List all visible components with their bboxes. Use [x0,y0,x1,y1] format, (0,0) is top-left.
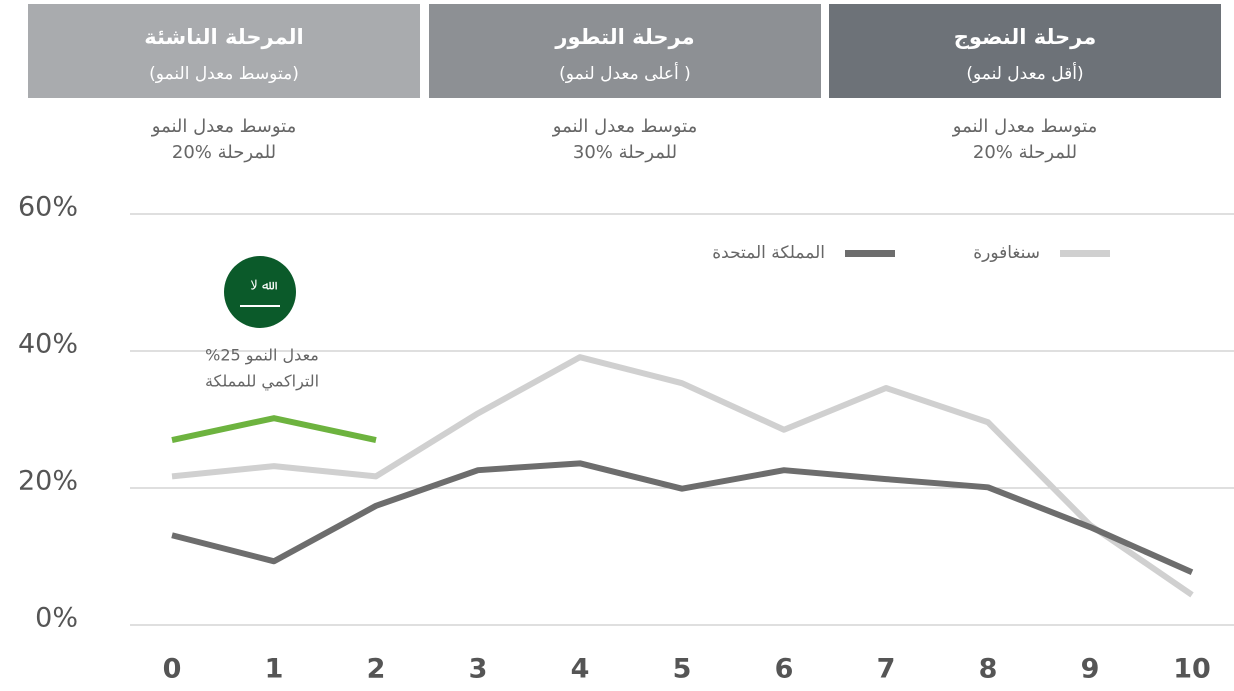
x-tick-label: 10 [1173,654,1211,685]
stage-note: للمرحلة %30 [573,142,677,163]
stage-title: مرحلة النضوج [954,25,1096,50]
legend-label: المملكة المتحدة [712,243,825,263]
x-tick-label: 2 [367,654,386,685]
stage-note: متوسط معدل النمو [151,116,296,137]
x-tick-label: 3 [469,654,488,685]
x-tick-label: 9 [1081,654,1100,685]
x-tick-label: 5 [673,654,692,685]
stage-subtitle: (أقل معدل لنمو) [966,62,1083,84]
y-tick-label: 40% [18,329,78,360]
legend-label: سنغافورة [973,243,1040,263]
legend-swatch [1060,250,1110,257]
y-tick-label: 20% [18,466,78,497]
stage-subtitle: (متوسط معدل النمو) [149,64,299,84]
stage-note: للمرحلة %20 [973,142,1077,163]
annotation: %25 معدل النمو [205,346,319,366]
stage-box [28,4,420,98]
series-line [171,415,377,443]
annotation: التراكمي للمملكة [205,372,319,392]
stage-box [429,4,821,98]
stage-subtitle: ( أعلى معدل لنمو) [559,62,691,84]
x-tick-label: 4 [571,654,590,685]
x-tick-label: 8 [979,654,998,685]
legend-swatch [845,250,895,257]
x-tick-label: 0 [163,654,182,685]
stage-note: للمرحلة %20 [172,142,276,163]
series-line [171,460,1194,575]
series-line [171,354,1194,598]
stage-note: متوسط معدل النمو [552,116,697,137]
y-tick-label: 0% [35,603,78,634]
stage-title: مرحلة التطور [554,25,694,49]
stage-note: متوسط معدل النمو [952,116,1097,137]
x-tick-label: 7 [877,654,896,685]
flag: ﷲ ﻻ [224,256,296,328]
stage-box [829,4,1221,98]
x-tick-label: 1 [265,654,284,685]
y-tick-label: 60% [18,192,78,223]
x-tick-label: 6 [775,654,794,685]
stage-title: المرحلة الناشئة [144,25,303,49]
